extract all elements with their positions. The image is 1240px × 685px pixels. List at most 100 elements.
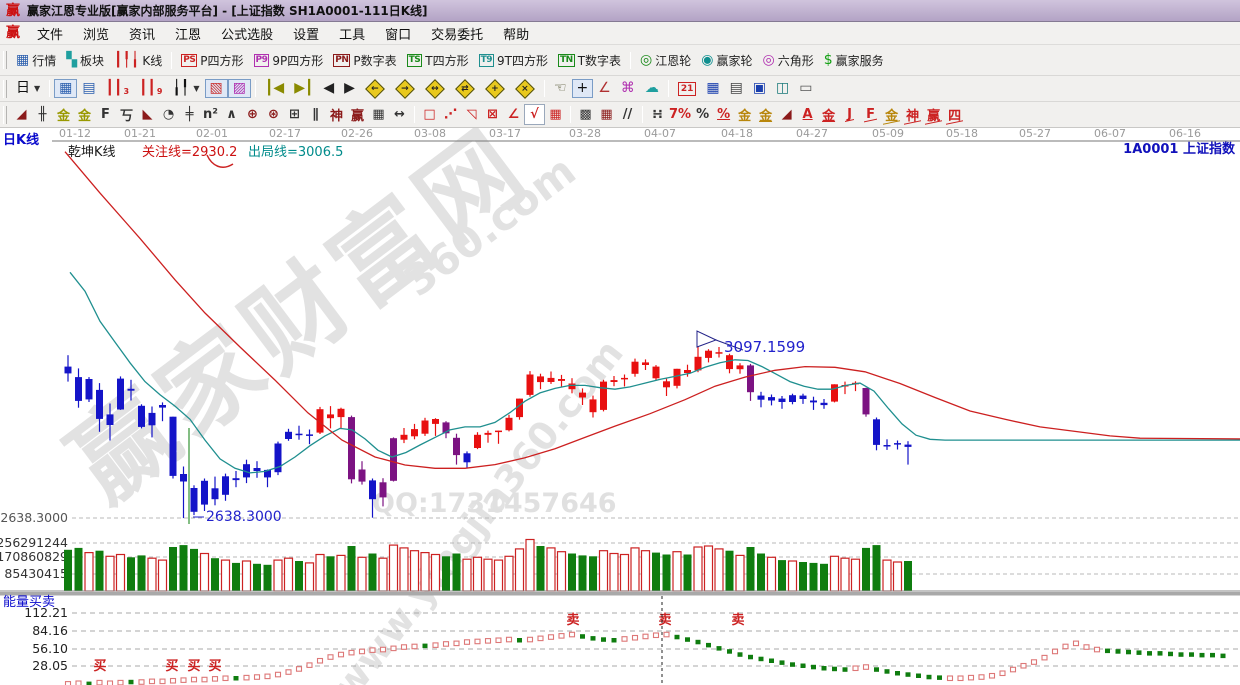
a-wave-tool-button[interactable]: A [797, 104, 818, 125]
price-chart-svg[interactable]: 赢家财富网www.yingjia360.com360.comQQ:1731457… [0, 128, 1240, 685]
gold-line-tool-button[interactable]: 金 [755, 104, 776, 125]
notebook-button[interactable]: ▤ [725, 79, 748, 98]
four-angle-tool-button[interactable]: 四 [944, 104, 965, 125]
sectors-button[interactable]: ▚ 板块 [61, 50, 109, 71]
j-angle-tool-button[interactable]: J [839, 104, 860, 125]
price-grid-tool-button[interactable]: ╪ [179, 104, 200, 125]
volume-profile-tool-button[interactable]: ∺ [647, 104, 668, 125]
page-right-button[interactable]: ▶ [339, 79, 360, 98]
square-grid-tool-button[interactable]: ⊞ [284, 104, 305, 125]
hexagon-button[interactable]: ◎ 六角形 [758, 50, 819, 71]
menu-item-6[interactable]: 工具 [339, 27, 366, 43]
p-square-button[interactable]: PS P四方形 [176, 50, 248, 71]
width-arrows-tool-button[interactable]: ↔ [389, 104, 410, 125]
f-angle-tool-button[interactable]: F [860, 104, 881, 125]
scale-multiply-button[interactable]: × [510, 78, 540, 100]
scale-cross-button[interactable]: + [480, 78, 510, 100]
parallel-lines-tool-button[interactable]: ∥ [305, 104, 326, 125]
winner-service-button[interactable]: $ 赢家服务 [819, 50, 889, 71]
price-chart-canvas[interactable]: 赢家财富网 www.yingjia360.com 360.com QQ:1731457… [0, 128, 1240, 685]
calendar-button[interactable]: 21 [673, 80, 702, 98]
win-grid-tool-button[interactable]: 赢 [347, 104, 368, 125]
wave-knife-tool-button[interactable]: ◢ [776, 104, 797, 125]
gold-underline-tool-button[interactable]: 金 [818, 104, 839, 125]
knife-tool-button[interactable]: ◣ [137, 104, 158, 125]
kline-button[interactable]: ┃╿╽ K线 [109, 50, 167, 71]
box-cross-tool-button[interactable]: ⊠ [482, 104, 503, 125]
numbered-grid-tool-button[interactable]: ▦ [368, 104, 389, 125]
chart-area[interactable]: 赢家财富网 www.yingjia360.com 360.com QQ:1731457… [0, 128, 1240, 685]
rect-draw-tool-button[interactable]: □ [419, 104, 440, 125]
candle-style-button[interactable]: ╽╿ ▼ [168, 79, 205, 98]
scale-left-button[interactable]: ← [360, 78, 390, 100]
percent-line-tool-button[interactable]: % [713, 104, 734, 125]
nine-line-button[interactable]: ┃┃ 9 [134, 79, 167, 98]
gann-square-button[interactable]: ⌘ [616, 79, 640, 98]
spiral-tool-button[interactable]: 丂 [116, 104, 137, 125]
t-square-button[interactable]: TS T四方形 [402, 50, 474, 71]
scale-right-button[interactable]: → [390, 78, 420, 100]
print-button[interactable]: ▭ [794, 79, 817, 98]
winner-wheel-button[interactable]: ◉ 赢家轮 [696, 50, 757, 71]
color-kline-button[interactable]: ▨ [227, 79, 251, 98]
gold-price-tool-button[interactable]: 金 [53, 104, 74, 125]
scale-swap-button[interactable]: ⇄ [450, 78, 480, 100]
scale-horizontal-button[interactable]: ↔ [420, 78, 450, 100]
shen-angle-tool-button[interactable]: 神 [902, 104, 923, 125]
corner-fan-tool-button[interactable]: ◹ [461, 104, 482, 125]
red-grid-tool-button[interactable]: ▦ [545, 104, 566, 125]
check-line-tool-button[interactable]: √ [524, 104, 545, 125]
gann-wheel-tool-button[interactable]: ⊛ [263, 104, 284, 125]
win-angle-tool-button[interactable]: 赢 [923, 104, 944, 125]
three-line-button[interactable]: ┃┃ 3 [101, 79, 134, 98]
menu-item-4[interactable]: 公式选股 [221, 27, 274, 43]
n-square-tool-button[interactable]: n² [200, 104, 221, 125]
fan-lines-tool-button[interactable]: ⋰ [440, 104, 461, 125]
wave-angle-tool-button[interactable]: ∧ [221, 104, 242, 125]
menu-item-3[interactable]: 江恩 [175, 27, 202, 43]
angle-line-tool-button[interactable]: ∠ [503, 104, 524, 125]
chart-window-button[interactable]: ▦ [54, 79, 78, 98]
page-left-button[interactable]: ◀ [318, 79, 339, 98]
gann-compass-tool-button[interactable]: ⊕ [242, 104, 263, 125]
menu-item-1[interactable]: 浏览 [83, 27, 110, 43]
export-web-button[interactable]: ◫ [771, 79, 794, 98]
smart-analysis-button[interactable]: ☁ [640, 79, 664, 98]
slant-lines-tool-button[interactable]: // [617, 104, 638, 125]
cycle-circle-tool-button[interactable]: ◔ [158, 104, 179, 125]
kx-pattern-button[interactable]: ▧ [204, 79, 228, 98]
gann-wheel-button[interactable]: ◎ 江恩轮 [635, 50, 696, 71]
seven-percent-tool-button[interactable]: 7% [668, 104, 692, 125]
fibonacci-tool-button[interactable]: F [95, 104, 116, 125]
t-number-table-button[interactable]: TN T数字表 [553, 50, 626, 71]
pan-hand-button[interactable]: ☜ [549, 79, 572, 98]
menu-item-7[interactable]: 窗口 [385, 27, 412, 43]
calculator-button[interactable]: ▦ [701, 79, 724, 98]
menu-item-2[interactable]: 资讯 [129, 27, 156, 43]
crosshair-button[interactable]: + [571, 79, 594, 98]
menu-item-5[interactable]: 设置 [293, 27, 320, 43]
panel-separator[interactable] [0, 592, 1240, 596]
save-button[interactable]: ▣ [748, 79, 771, 98]
shen-grid-tool-button[interactable]: 神 [326, 104, 347, 125]
gold-time-tool-button[interactable]: 金 [74, 104, 95, 125]
gold-circle-tool-button[interactable]: 金 [734, 104, 755, 125]
last-page-button[interactable]: ▶┃ [289, 79, 318, 98]
menu-item-8[interactable]: 交易委托 [431, 27, 484, 43]
info-panel-button[interactable]: ▤ [77, 79, 100, 98]
dense-grid-tool-button[interactable]: ▩ [575, 104, 596, 125]
nine-p-square-button[interactable]: P9 9P四方形 [249, 50, 329, 71]
p-number-table-button[interactable]: PN P数字表 [328, 50, 401, 71]
nine-t-square-button[interactable]: T9 9T四方形 [474, 50, 553, 71]
pen-knife-tool-button[interactable]: ◢ [11, 104, 32, 125]
period-daily-button[interactable]: 日 ▼ [11, 79, 45, 98]
gann-box-tool-button[interactable]: ▦ [596, 104, 617, 125]
gold-angle-tool-button[interactable]: 金 [881, 104, 902, 125]
menu-item-0[interactable]: 文件 [37, 27, 64, 43]
market-quotes-button[interactable]: ▦ 行情 [11, 50, 61, 71]
percent-tool-button[interactable]: % [692, 104, 713, 125]
menu-item-9[interactable]: 帮助 [503, 27, 530, 43]
angle-measure-button[interactable]: ∠ [593, 79, 616, 98]
first-page-button[interactable]: ┃◀ [260, 79, 289, 98]
time-grid-tool-button[interactable]: ╫ [32, 104, 53, 125]
